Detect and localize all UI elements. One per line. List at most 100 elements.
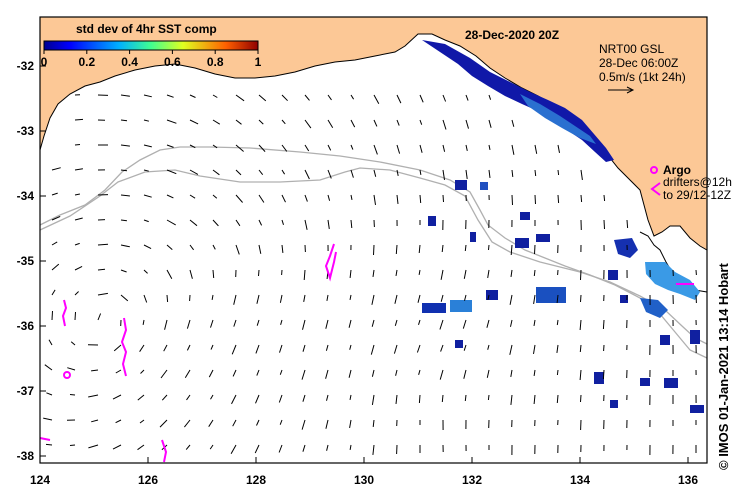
current-vector [326, 294, 329, 301]
current-vector [166, 269, 173, 280]
current-vector [120, 119, 128, 122]
current-vector [350, 94, 355, 100]
current-vector [189, 94, 196, 98]
colorbar-tick-label: 1 [255, 55, 262, 69]
current-vector [281, 169, 286, 175]
current-vector [281, 94, 288, 102]
current-vector [189, 269, 193, 279]
current-vector [231, 394, 237, 405]
current-vector [184, 419, 191, 428]
current-vector [373, 144, 378, 155]
current-vector [235, 169, 242, 176]
current-vector [396, 144, 401, 154]
current-vector [348, 319, 352, 328]
current-vector [463, 269, 467, 279]
land-mass [39, 16, 708, 251]
current-vector [184, 369, 191, 378]
current-vector [534, 169, 537, 177]
current-vector [51, 192, 58, 196]
current-vector [326, 394, 329, 401]
current-vector [303, 269, 306, 281]
current-vector [166, 169, 177, 175]
current-vector [626, 219, 629, 229]
current-vector [233, 294, 237, 305]
lon-tick-label: 132 [462, 473, 482, 487]
current-vector [301, 369, 306, 380]
current-vector [233, 319, 237, 327]
current-vector [140, 369, 145, 374]
current-vector [88, 444, 99, 449]
current-vector [349, 294, 352, 300]
current-vector [419, 144, 423, 153]
current-vector [67, 367, 76, 371]
current-vector [533, 269, 536, 277]
current-vector [189, 244, 195, 251]
current-vector [327, 144, 332, 151]
current-vector [302, 344, 306, 352]
current-vector [304, 169, 310, 180]
velocity-legend-scale: 0.5m/s (1kt 24h) [599, 70, 686, 84]
current-vector [212, 194, 218, 199]
current-vector [235, 244, 240, 255]
current-vector [74, 217, 83, 221]
current-vector [235, 194, 243, 203]
current-vector [349, 269, 352, 278]
current-vector [509, 294, 513, 305]
current-vector [74, 242, 80, 246]
current-vector [209, 444, 214, 450]
current-vector [304, 119, 312, 129]
current-vector [557, 169, 560, 176]
current-vector [510, 394, 513, 405]
current-vector [212, 144, 218, 149]
current-vector [302, 319, 306, 330]
current-vector [189, 219, 198, 227]
current-vector [210, 344, 214, 350]
longitude-axis: 124 126 128 130 132 134 136 [30, 457, 698, 487]
current-vector [235, 119, 242, 125]
colorbar-tick-label: 0.4 [121, 55, 138, 69]
colorbar-gradient [43, 40, 259, 51]
current-vector [255, 344, 260, 354]
current-vector [301, 419, 306, 430]
current-vector [533, 394, 536, 405]
current-vector [74, 168, 83, 171]
current-vector [51, 310, 53, 321]
current-vector [419, 94, 424, 103]
current-vector [327, 119, 334, 128]
argo-float-marker [63, 371, 71, 379]
current-vector [186, 394, 191, 401]
current-vector [465, 94, 469, 101]
shelf-contour-inner [39, 167, 708, 345]
current-vector [373, 244, 375, 256]
current-vector [69, 394, 76, 396]
current-vector [396, 94, 402, 104]
current-vector [603, 194, 606, 202]
current-vector [580, 194, 583, 203]
current-vector [488, 169, 491, 178]
current-vector [120, 94, 130, 97]
current-vector [557, 144, 560, 153]
lon-tick-label: 130 [354, 473, 374, 487]
current-vector [258, 94, 267, 102]
current-vector [258, 244, 262, 254]
current-vector [394, 294, 398, 304]
drifter-tracks [39, 243, 694, 463]
current-vector [440, 294, 444, 302]
current-vector [279, 419, 283, 425]
current-vector [326, 444, 329, 451]
current-vector [232, 419, 237, 427]
current-vector [442, 194, 444, 203]
map-title: 28-Dec-2020 20Z [465, 28, 559, 42]
current-vector [143, 219, 149, 223]
current-vector [166, 294, 169, 303]
current-vector [143, 269, 148, 274]
current-vector [137, 444, 145, 451]
current-vector [166, 94, 174, 98]
current-vector [487, 294, 490, 301]
current-vector [212, 269, 215, 279]
current-vector [511, 194, 513, 206]
current-vector [74, 291, 79, 296]
current-vector [143, 169, 149, 172]
current-vector [304, 144, 310, 152]
drifter-legend-line2: to 29/12-12Z [663, 188, 731, 202]
